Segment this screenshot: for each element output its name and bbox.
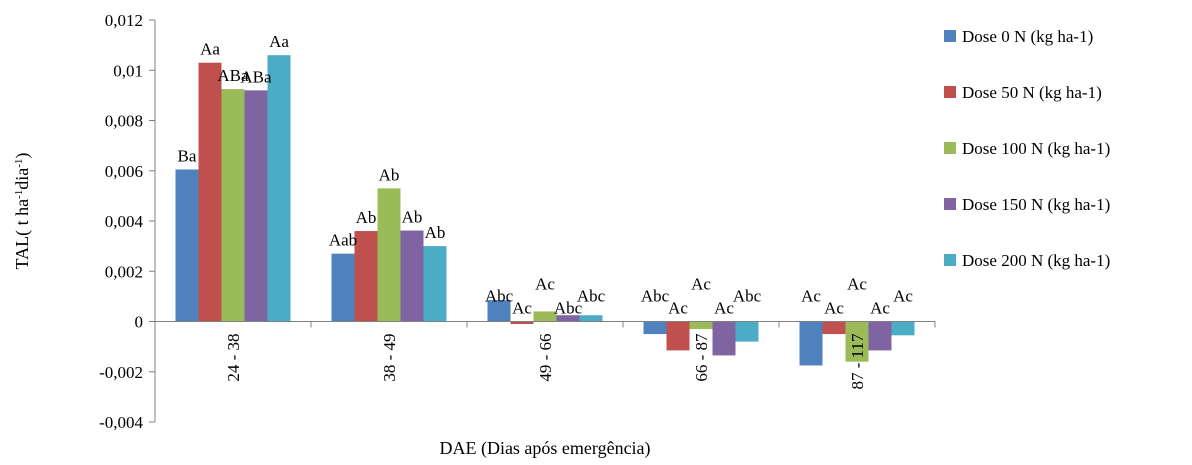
y-axis-title-part: ) — [12, 153, 33, 159]
bar — [845, 321, 869, 362]
legend-label: Dose 50 N (kg ha-1) — [962, 83, 1102, 102]
bar — [331, 253, 355, 322]
bar — [712, 321, 736, 356]
bar — [556, 315, 580, 322]
bar — [689, 321, 713, 330]
legend-swatch — [944, 86, 956, 98]
data-label: ABa — [240, 67, 272, 86]
bar — [643, 321, 667, 335]
legend-label: Dose 100 N (kg ha-1) — [962, 139, 1110, 158]
data-label: Ab — [356, 208, 377, 227]
y-axis-title-part: -1 — [13, 190, 25, 199]
bar — [175, 169, 199, 322]
x-tick-label: 49 - 66 — [536, 334, 555, 382]
bar — [487, 300, 511, 322]
bar — [868, 321, 892, 351]
y-tick-label: -0,002 — [99, 363, 143, 382]
legend-label: Dose 150 N (kg ha-1) — [962, 195, 1110, 214]
data-label: Ac — [801, 287, 821, 306]
y-tick-label: 0,01 — [113, 61, 143, 80]
data-label: Ac — [691, 275, 711, 294]
bar — [735, 321, 759, 342]
bar — [377, 188, 401, 322]
y-tick-label: 0,006 — [105, 162, 143, 181]
x-axis-title: DAE (Dias após emergência) — [439, 438, 650, 459]
data-label: Ac — [847, 275, 867, 294]
bar — [244, 90, 268, 322]
data-label: Abc — [577, 287, 606, 306]
x-tick-label: 66 - 87 — [692, 333, 711, 382]
legend-swatch — [944, 198, 956, 210]
x-tick-label: 38 - 49 — [380, 334, 399, 382]
bar — [579, 315, 603, 322]
data-label: Aab — [329, 231, 357, 250]
legend-swatch — [944, 254, 956, 266]
data-label: Ba — [178, 146, 197, 165]
y-tick-label: 0,012 — [105, 11, 143, 30]
bar — [891, 321, 915, 336]
legend-label: Dose 200 N (kg ha-1) — [962, 251, 1110, 270]
legend-label: Dose 0 N (kg ha-1) — [962, 27, 1093, 46]
data-label: Ac — [824, 299, 844, 318]
bar — [533, 311, 557, 322]
data-label: Aa — [269, 32, 289, 51]
y-axis-title: TAL( t ha-1dia-1) — [12, 153, 33, 270]
legend-swatch — [944, 30, 956, 42]
data-label: Ac — [668, 299, 688, 318]
bar — [198, 62, 222, 322]
data-label: Aa — [200, 40, 220, 59]
y-tick-label: 0 — [135, 313, 144, 332]
y-axis-title-part: -1 — [13, 159, 25, 168]
data-label: Abc — [641, 287, 670, 306]
data-label: Ab — [425, 223, 446, 242]
bar — [221, 89, 245, 322]
y-axis-title-part: TAL( t ha — [12, 199, 33, 270]
data-label: Abc — [554, 299, 583, 318]
bar — [510, 321, 534, 325]
data-label: Ac — [893, 287, 913, 306]
data-label: ABa — [217, 66, 249, 85]
y-tick-label: -0,004 — [99, 413, 143, 432]
y-tick-label: 0,008 — [105, 112, 143, 131]
data-label: Abc — [485, 287, 514, 306]
bar — [400, 230, 424, 322]
bar — [354, 231, 378, 322]
y-axis-title-part: dia — [12, 168, 32, 190]
y-tick-label: 0,002 — [105, 262, 143, 281]
data-label: Ac — [714, 299, 734, 318]
data-label: Ac — [535, 275, 555, 294]
data-label: Ab — [402, 208, 423, 227]
legend-swatch — [944, 142, 956, 154]
bar — [799, 321, 823, 366]
bar — [267, 55, 291, 322]
bar — [423, 246, 447, 322]
data-label: Abc — [733, 287, 762, 306]
y-tick-label: 0,004 — [105, 212, 144, 231]
bar — [666, 321, 690, 351]
x-tick-label: 87 - 117 — [848, 333, 867, 390]
data-label: Ac — [512, 299, 532, 318]
data-label: Ac — [870, 299, 890, 318]
data-label: Ab — [379, 165, 400, 184]
x-tick-label: 24 - 38 — [224, 334, 243, 382]
bar — [822, 321, 846, 335]
